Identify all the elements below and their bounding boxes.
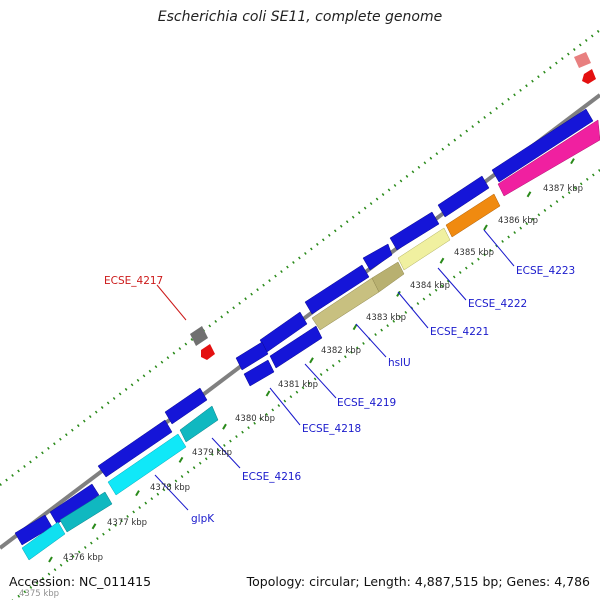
gene-arrow [107,433,187,496]
gene-arrow [243,359,275,387]
tick-mark [396,290,401,297]
leader-glpk [154,474,189,511]
gene-arrow [97,419,173,478]
gene-arrow [235,341,269,371]
leader-ecse-4218 [269,387,301,426]
tick-mark [222,423,227,430]
tick-label: 4383 kbp [366,313,406,323]
leader-hslu [355,323,387,358]
rna-marker-top [582,69,596,84]
gene-arrow [164,387,208,425]
rna-marker-ecse-4217 [201,344,215,360]
gene-arrow [269,325,323,369]
tick-label: 4381 kbp [278,380,318,390]
tick-mark [439,257,445,264]
tick-label: 4377 kbp [107,518,147,528]
tick-mark [309,357,314,364]
gene-marker-ecse-4217 [190,326,208,346]
kbp-labels: 4376 kbp 4377 kbp 4378 kbp 4379 kbp 4380… [19,184,583,599]
tick-label: 4380 kbp [235,414,275,424]
tick-label: 4386 kbp [498,216,538,226]
tick-mark [352,324,358,331]
gc-track-upper [0,29,600,486]
tick-label: 4385 kbp [454,248,494,258]
gene-label-ecse-4219: ECSE_4219 [337,397,396,409]
tick-mark [526,191,532,198]
label-leaders [154,229,515,511]
tick-label-partial: 4375 kbp [19,589,59,599]
tick-mark [178,456,184,463]
accession-text: Accession: NC_011415 [9,574,152,589]
gene-arrow [491,108,594,183]
tick-mark [91,523,97,530]
gene-arrow [362,243,393,271]
gene-arrow [59,491,113,533]
gene-arrow [437,175,490,218]
tick-label: 4384 kbp [410,281,450,291]
tick-label: 4376 kbp [63,553,103,563]
gene-labels: glpK ECSE_4216 ECSE_4218 ECSE_4219 hslU … [104,265,575,525]
leader-ecse-4216 [211,437,241,469]
tick-label: 4378 kbp [150,483,190,493]
gene-label-glpk: glpK [191,513,215,525]
gene-label-ecse-4222: ECSE_4222 [468,298,527,310]
leader-ecse-4221 [397,291,429,329]
leader-ecse-4219 [304,363,337,399]
gene-label-ecse-4221: ECSE_4221 [430,326,489,338]
tick-mark [48,556,53,563]
leader-ecse-4222 [437,267,467,301]
leader-ecse-4217 [156,284,187,321]
genome-summary-text: Topology: circular; Length: 4,887,515 bp… [246,574,590,589]
gene-label-ecse-4217: ECSE_4217 [104,275,163,287]
tick-mark [265,390,271,397]
gene-arrow [49,483,100,525]
tick-mark [135,490,140,497]
gene-arrow [304,264,370,315]
tick-marks [48,158,575,563]
gene-label-ecse-4216: ECSE_4216 [242,471,302,483]
tick-mark [570,158,575,165]
gene-arrow [445,193,501,238]
gene-label-hslu: hslU [388,357,411,369]
reverse-strand-genes [21,119,600,561]
gene-label-ecse-4218: ECSE_4218 [302,423,361,435]
gene-arrow [21,521,66,561]
forward-strand-genes [14,108,594,546]
leader-ecse-4223 [483,229,515,267]
gene-arrow [371,261,405,293]
tick-label: 4387 kbp [543,184,583,194]
gene-arrow [179,405,219,443]
tick-label: 4379 kbp [192,448,232,458]
map-title: Escherichia coli SE11, complete genome [157,9,443,25]
gene-label-ecse-4223: ECSE_4223 [516,265,575,277]
tick-label: 4382 kbp [321,346,361,356]
tick-mark [483,224,488,231]
gene-arrow [497,119,600,197]
pseudo-gene-marker-top [574,52,591,68]
gene-arrow [389,211,440,251]
gene-arrow [397,227,451,271]
